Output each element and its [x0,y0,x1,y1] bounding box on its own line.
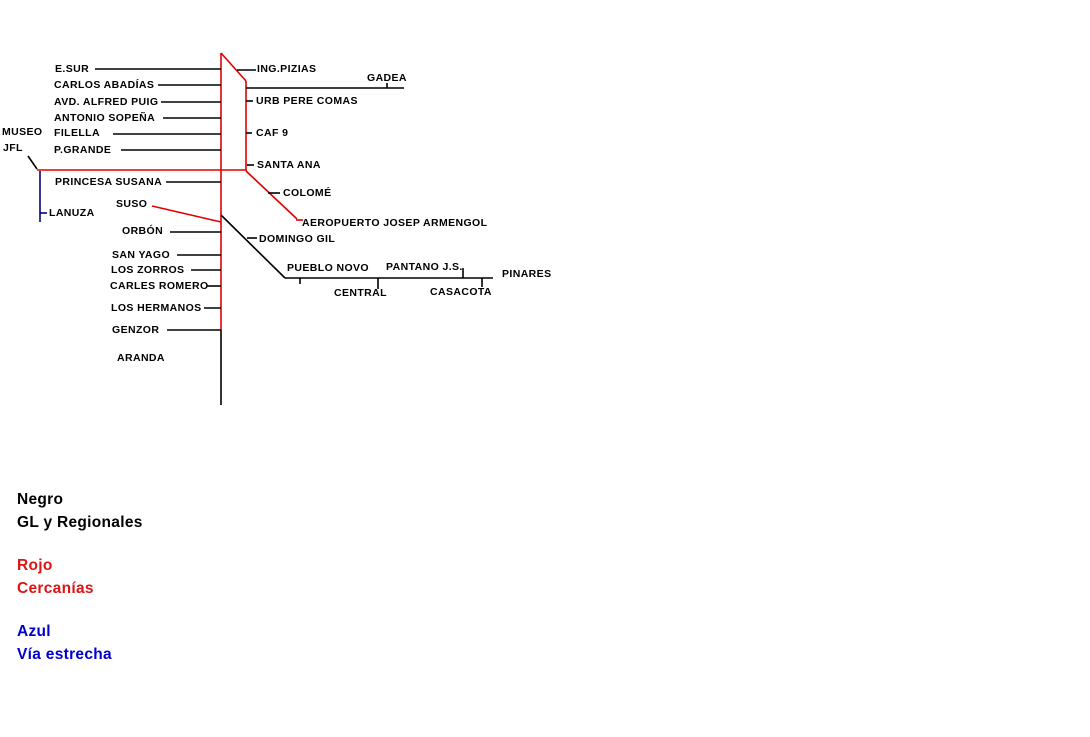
station-label-aeropuerto-josep-armengol: AEROPUERTO JOSEP ARMENGOL [302,216,488,229]
station-label-caf-9: CAF 9 [256,126,289,139]
station-label-los-hermanos: LOS HERMANOS [111,301,202,314]
station-label-carlos-abadias: CARLOS ABADÍAS [54,78,155,91]
station-label-ing-pizias: ING.PIZIAS [257,62,317,75]
station-label-museo: MUSEO [2,125,43,138]
route-line-red [245,170,298,220]
station-label-santa-ana: SANTA ANA [257,158,321,171]
station-label-pueblo-novo: PUEBLO NOVO [287,261,369,274]
station-label-avd-alfred-puig: AVD. ALFRED PUIG [54,95,159,108]
station-label-orbon: ORBÓN [122,224,164,237]
route-line-black [27,155,38,170]
station-label-p-grande: P.GRANDE [54,143,112,156]
station-label-pantano-j-s: PANTANO J.S. [386,260,463,273]
station-label-jfl: JFL [3,141,23,154]
station-label-lanuza: LANUZA [49,206,95,219]
route-line-black [220,214,286,279]
station-label-genzor: GENZOR [112,323,160,336]
route-line-red [220,52,247,82]
legend-color-name: Azul [17,623,51,640]
legend-meaning: Cercanías [17,580,94,597]
station-label-e-sur: E.SUR [55,62,90,75]
station-label-casacota: CASACOTA [430,285,492,298]
legend-meaning: Vía estrecha [17,646,112,663]
station-label-los-zorros: LOS ZORROS [111,263,185,276]
station-label-gadea: GADEA [367,71,407,84]
legend: Negro GL y Regionales Rojo Cercanías Azul Vía… [17,488,143,686]
station-label-colome: COLOMÉ [283,186,332,199]
legend-color-name: Negro [17,491,64,508]
station-label-urb-pere-comas: URB PERE COMAS [256,94,358,107]
station-label-pinares: PINARES [502,267,552,280]
station-label-central: CENTRAL [334,286,387,299]
station-label-san-yago: SAN YAGO [112,248,171,261]
legend-entry-negro: Negro GL y Regionales [17,488,143,534]
route-line-red [151,205,222,223]
station-label-carles-romero: CARLES ROMERO [110,279,209,292]
station-label-princesa-susana: PRINCESA SUSANA [55,175,163,188]
station-label-antonio-sopena: ANTONIO SOPEÑA [54,111,156,124]
legend-entry-rojo: Rojo Cercanías [17,554,143,600]
station-label-aranda: ARANDA [117,351,165,364]
legend-color-name: Rojo [17,557,53,574]
station-label-suso: SUSO [116,197,148,210]
legend-meaning: GL y Regionales [17,514,143,531]
station-label-domingo-gil: DOMINGO GIL [259,232,336,245]
legend-entry-azul: Azul Vía estrecha [17,620,143,666]
station-label-filella: FILELLA [54,126,100,139]
